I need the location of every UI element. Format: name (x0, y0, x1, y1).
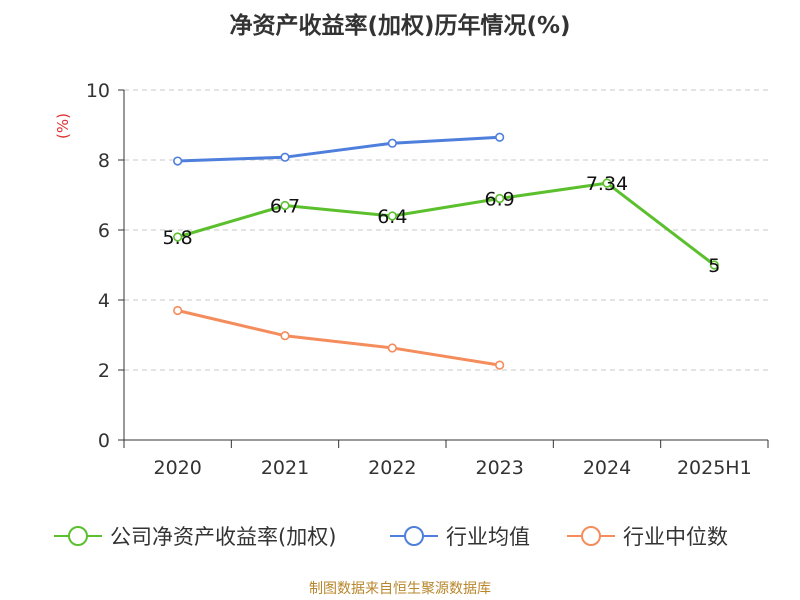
data-label: 6.9 (485, 189, 515, 211)
y-tick-label: 10 (86, 80, 110, 102)
data-point (387, 343, 397, 353)
legend-label: 行业中位数 (623, 525, 728, 549)
legend-marker (404, 526, 424, 546)
y-axis-label: (%) (54, 113, 72, 139)
data-point (495, 360, 505, 370)
y-tick-label: 4 (98, 290, 110, 312)
y-tick-label: 2 (98, 360, 110, 382)
data-label: 7.34 (586, 173, 628, 195)
data-point (709, 260, 719, 270)
data-point (495, 132, 505, 142)
y-tick-label: 8 (98, 150, 110, 172)
series-line (177, 181, 716, 267)
legend-label: 行业均值 (446, 525, 530, 549)
data-point (173, 232, 183, 242)
data-label: 5 (708, 255, 720, 277)
x-tick-label: 2022 (368, 457, 416, 479)
data-point (280, 200, 290, 211)
legend-marker (68, 526, 88, 546)
x-tick-label: 2023 (475, 457, 523, 479)
chart-title: 净资产收益率(加权)历年情况(%) (229, 13, 571, 39)
legend-label: 公司净资产收益率(加权) (110, 525, 336, 549)
data-point (280, 152, 290, 162)
data-label: 6.4 (377, 206, 407, 228)
series-line (177, 309, 500, 367)
grid-lines (124, 89, 768, 371)
x-tick-label: 2020 (153, 457, 201, 479)
series-group: 5.8 6.7 6.4 6.9 7.34 5 (163, 132, 720, 370)
data-point (495, 193, 505, 204)
x-tick-label: 2025H1 (677, 457, 752, 479)
legend: 公司净资产收益率(加权) 行业均值 行业中位数 (54, 525, 728, 549)
data-point (387, 211, 397, 221)
data-label: 6.7 (270, 196, 300, 218)
data-point (173, 156, 183, 166)
x-tick-label: 2021 (261, 457, 309, 479)
y-tick-label: 6 (98, 220, 110, 242)
data-point (280, 331, 290, 341)
legend-marker (581, 526, 601, 546)
axes: 0 2 4 6 8 10 (%) 2020 2021 2022 2023 2024 2025H1 (54, 80, 769, 479)
data-label: 5.8 (163, 227, 193, 249)
y-tick-label: 0 (98, 430, 110, 452)
series-line (177, 135, 500, 163)
data-point (387, 138, 397, 148)
x-tick-label: 2024 (583, 457, 631, 479)
data-point (602, 178, 612, 188)
source-footnote: 制图数据来自恒生聚源数据库 (309, 581, 491, 597)
data-point (173, 305, 183, 316)
